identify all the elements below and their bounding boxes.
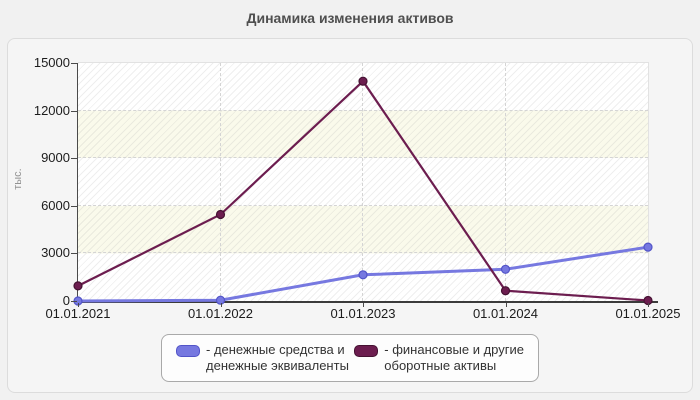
plot-area: [73, 62, 653, 306]
y-tick-label: 12000: [33, 102, 70, 118]
x-gridline: [504, 63, 506, 301]
x-tick-mark: [220, 303, 222, 307]
y-tick-mark: [71, 63, 77, 64]
y-gridline: [78, 109, 648, 111]
y-tick-mark: [71, 205, 77, 207]
data-point-series-1: [358, 76, 368, 86]
y-gridline: [78, 252, 648, 254]
x-tick-label: 01.01.2025: [615, 306, 681, 321]
data-point-series-1: [73, 281, 83, 291]
x-tick-label: 01.01.2022: [187, 306, 254, 321]
y-tick-label: 3000: [41, 245, 70, 261]
data-point-series-0: [358, 270, 368, 280]
legend-box: - денежные средства и денежные эквивалент…: [161, 334, 539, 382]
data-point-series-1: [215, 209, 226, 220]
y-axis-line: [76, 63, 78, 302]
y-tick-mark: [71, 253, 77, 255]
y-tick-label: 0: [62, 293, 70, 308]
x-tick-label: 01.01.2023: [330, 306, 396, 321]
legend-swatch-1: [354, 345, 379, 357]
legend-label-0: - денежные средства и денежные эквивалент…: [206, 342, 349, 374]
series-canvas: [73, 76, 653, 306]
legend-item-0: - денежные средства и денежные эквивалент…: [176, 342, 349, 374]
legend-label-1: - финансовые и другие оборотные активы: [384, 342, 524, 374]
y-tick-label: 9000: [41, 150, 70, 166]
y-tick-mark: [71, 301, 77, 302]
data-point-series-0: [643, 242, 653, 252]
x-axis-line: [78, 301, 658, 303]
x-tick-mark: [363, 303, 364, 307]
data-point-series-0: [500, 264, 511, 274]
y-tick-label: 6000: [41, 197, 70, 213]
legend-label-line: - денежные средства и: [206, 342, 345, 357]
legend-item-1: - финансовые и другие оборотные активы: [354, 342, 524, 374]
x-tick-label: 01.01.2024: [472, 306, 539, 321]
x-gridline: [362, 63, 363, 301]
y-gridline: [78, 157, 648, 159]
x-tick-label: 01.01.2021: [45, 306, 111, 321]
chart-title: Динамика изменения активов: [246, 10, 454, 26]
y-tick-mark: [71, 158, 77, 160]
y-gridline: [78, 204, 648, 206]
legend-label-line: оборотные активы: [384, 358, 497, 373]
legend-label-line: денежные эквиваленты: [206, 358, 349, 373]
y-axis-title: тыс.: [12, 168, 24, 190]
series-line-1: [77, 79, 649, 302]
x-tick-mark: [648, 303, 649, 307]
y-tick-mark: [71, 110, 77, 112]
x-tick-mark: [78, 303, 79, 307]
chart-panel: тыс. - денежные средства и денежные эквив…: [7, 38, 693, 393]
x-gridline: [219, 63, 221, 301]
x-tick-mark: [505, 303, 507, 307]
legend-label-line: - финансовые и другие: [384, 342, 524, 357]
data-point-series-1: [500, 286, 511, 296]
y-tick-label: 15000: [33, 55, 70, 70]
legend-swatch-0: [176, 345, 200, 357]
